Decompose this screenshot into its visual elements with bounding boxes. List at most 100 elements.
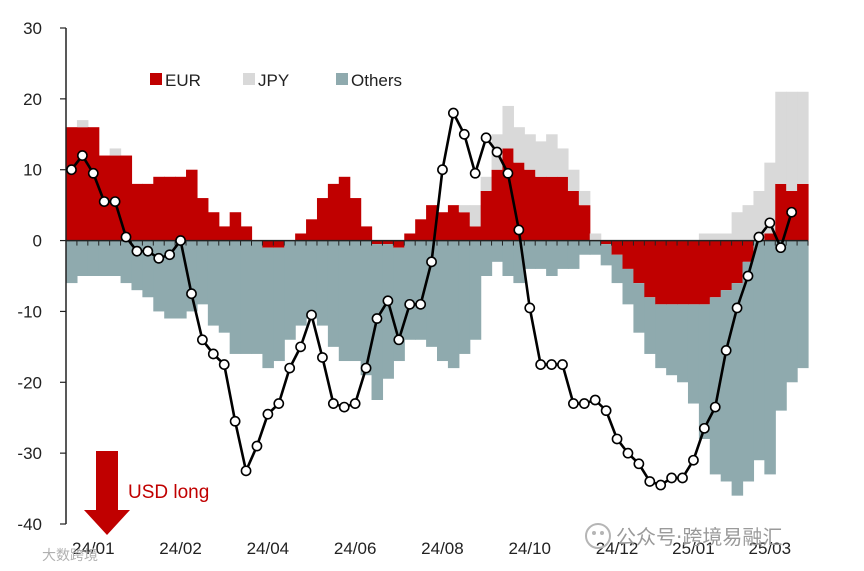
area-jpy-segment bbox=[524, 134, 536, 170]
net-point bbox=[120, 231, 132, 243]
area-others-segment bbox=[797, 240, 809, 369]
stacked-areas bbox=[66, 91, 809, 496]
area-others-segment bbox=[567, 240, 580, 269]
net-point bbox=[742, 270, 754, 282]
area-eur-segment bbox=[677, 240, 689, 305]
area-eur-segment bbox=[480, 190, 493, 241]
area-eur-segment bbox=[327, 183, 340, 241]
area-others-segment bbox=[393, 247, 405, 362]
net-point bbox=[262, 408, 274, 420]
net-point bbox=[317, 352, 328, 363]
net-point bbox=[327, 398, 339, 409]
area-eur-segment bbox=[557, 176, 569, 241]
x-tick-label: 24/02 bbox=[159, 539, 202, 558]
net-point bbox=[698, 422, 710, 434]
area-eur-segment bbox=[469, 226, 482, 241]
net-point bbox=[447, 107, 459, 119]
area-jpy-segment bbox=[109, 148, 122, 156]
legend: EUR JPY Others bbox=[150, 71, 402, 90]
area-eur-segment bbox=[502, 148, 514, 241]
down-arrow-icon bbox=[84, 451, 130, 535]
area-others-segment bbox=[720, 290, 733, 482]
area-eur-segment bbox=[491, 169, 504, 241]
area-eur-segment bbox=[262, 240, 274, 248]
watermark-bottom-text: 大数跨境 bbox=[42, 548, 98, 564]
area-others-segment bbox=[437, 240, 449, 362]
area-eur-segment bbox=[633, 240, 645, 284]
area-others-segment bbox=[338, 240, 351, 362]
net-position-line bbox=[66, 107, 798, 491]
net-point bbox=[546, 359, 557, 370]
area-eur-segment bbox=[567, 190, 580, 241]
net-point bbox=[393, 334, 405, 346]
net-point bbox=[109, 196, 121, 207]
area-eur-segment bbox=[273, 240, 285, 248]
legend-label-others: Others bbox=[351, 71, 402, 90]
net-point bbox=[775, 242, 787, 254]
legend-label-jpy: JPY bbox=[258, 71, 289, 90]
area-eur-segment bbox=[142, 183, 154, 241]
area-eur-segment bbox=[120, 155, 133, 241]
net-point bbox=[196, 334, 208, 346]
area-eur-segment bbox=[578, 205, 591, 241]
area-others-segment bbox=[404, 240, 416, 340]
area-eur-segment bbox=[393, 240, 405, 248]
net-point bbox=[382, 295, 394, 307]
area-eur-segment bbox=[316, 198, 329, 241]
net-point bbox=[404, 298, 416, 310]
area-eur-segment bbox=[622, 240, 635, 269]
net-point bbox=[491, 146, 503, 158]
area-eur-segment bbox=[600, 240, 613, 245]
area-others-segment bbox=[327, 240, 340, 347]
area-eur-segment bbox=[415, 219, 427, 241]
net-point bbox=[589, 394, 601, 406]
area-others-segment bbox=[218, 240, 231, 333]
net-point bbox=[688, 454, 699, 466]
area-eur-segment bbox=[687, 240, 700, 305]
net-point bbox=[371, 313, 383, 324]
area-eur-segment bbox=[371, 240, 384, 245]
area-jpy-segment bbox=[557, 148, 569, 177]
area-others-segment bbox=[557, 240, 569, 269]
area-others-segment bbox=[622, 268, 635, 305]
area-jpy-segment bbox=[698, 233, 711, 241]
area-others-segment bbox=[131, 240, 143, 291]
net-point bbox=[87, 167, 99, 179]
area-others-segment bbox=[196, 240, 209, 305]
net-point bbox=[338, 401, 350, 413]
wechat-logo-icon bbox=[585, 523, 611, 549]
net-point bbox=[175, 235, 186, 246]
area-jpy-segment bbox=[546, 134, 558, 177]
net-point bbox=[415, 298, 427, 310]
area-eur-segment bbox=[524, 169, 536, 241]
area-others-segment bbox=[764, 240, 776, 475]
legend-label-eur: EUR bbox=[165, 71, 201, 90]
net-point bbox=[611, 433, 623, 445]
area-others-segment bbox=[240, 240, 253, 354]
area-eur-segment bbox=[360, 226, 373, 241]
net-point bbox=[295, 341, 306, 353]
net-point bbox=[306, 309, 317, 321]
net-point bbox=[164, 249, 176, 261]
area-jpy-segment bbox=[764, 162, 776, 234]
net-point bbox=[131, 245, 143, 257]
area-others-segment bbox=[349, 240, 362, 362]
area-others-segment bbox=[677, 304, 689, 383]
area-others-segment bbox=[284, 240, 296, 340]
area-others-segment bbox=[600, 244, 613, 266]
net-point bbox=[186, 288, 197, 300]
net-point bbox=[568, 398, 579, 409]
net-point bbox=[273, 398, 285, 409]
area-others-segment bbox=[491, 240, 504, 262]
net-point bbox=[557, 359, 568, 370]
y-tick-label: -30 bbox=[17, 444, 42, 463]
area-others-segment bbox=[262, 247, 274, 369]
area-jpy-segment bbox=[709, 233, 722, 241]
net-point bbox=[426, 256, 437, 268]
area-others-segment bbox=[98, 240, 111, 276]
area-eur-segment bbox=[447, 205, 460, 241]
area-eur-segment bbox=[87, 127, 100, 241]
watermark-text: 公众号·跨境易融汇 bbox=[616, 525, 782, 549]
area-eur-segment bbox=[196, 198, 209, 241]
